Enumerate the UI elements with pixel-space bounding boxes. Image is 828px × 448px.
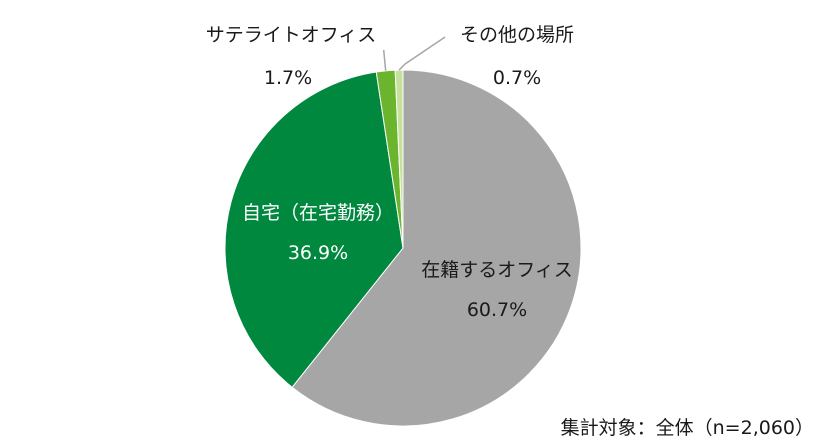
slice-label-home: 自宅（在宅勤務） bbox=[242, 202, 394, 224]
leader-line-satellite bbox=[382, 49, 387, 71]
slice-label-office: 在籍するオフィス bbox=[421, 259, 573, 281]
slice-home bbox=[224, 71, 404, 388]
slice-label-satellite: サテライトオフィス bbox=[206, 24, 377, 46]
slice-value-other: 0.7% bbox=[493, 67, 541, 89]
slice-value-office: 60.7% bbox=[467, 299, 527, 321]
slice-other bbox=[394, 69, 404, 249]
leader-lines bbox=[382, 36, 446, 71]
slice-office bbox=[291, 69, 582, 427]
sample-note: 集計対象：全体（n=2,060） bbox=[560, 417, 814, 439]
slice-labels: 在籍するオフィス 60.7% 自宅（在宅勤務） 36.9% サテライトオフィス … bbox=[206, 24, 574, 321]
pie-slices bbox=[224, 69, 582, 427]
slice-value-home: 36.9% bbox=[288, 242, 348, 264]
leader-line-other bbox=[398, 36, 446, 71]
slice-value-satellite: 1.7% bbox=[264, 67, 312, 89]
slice-label-other: その他の場所 bbox=[460, 24, 574, 46]
